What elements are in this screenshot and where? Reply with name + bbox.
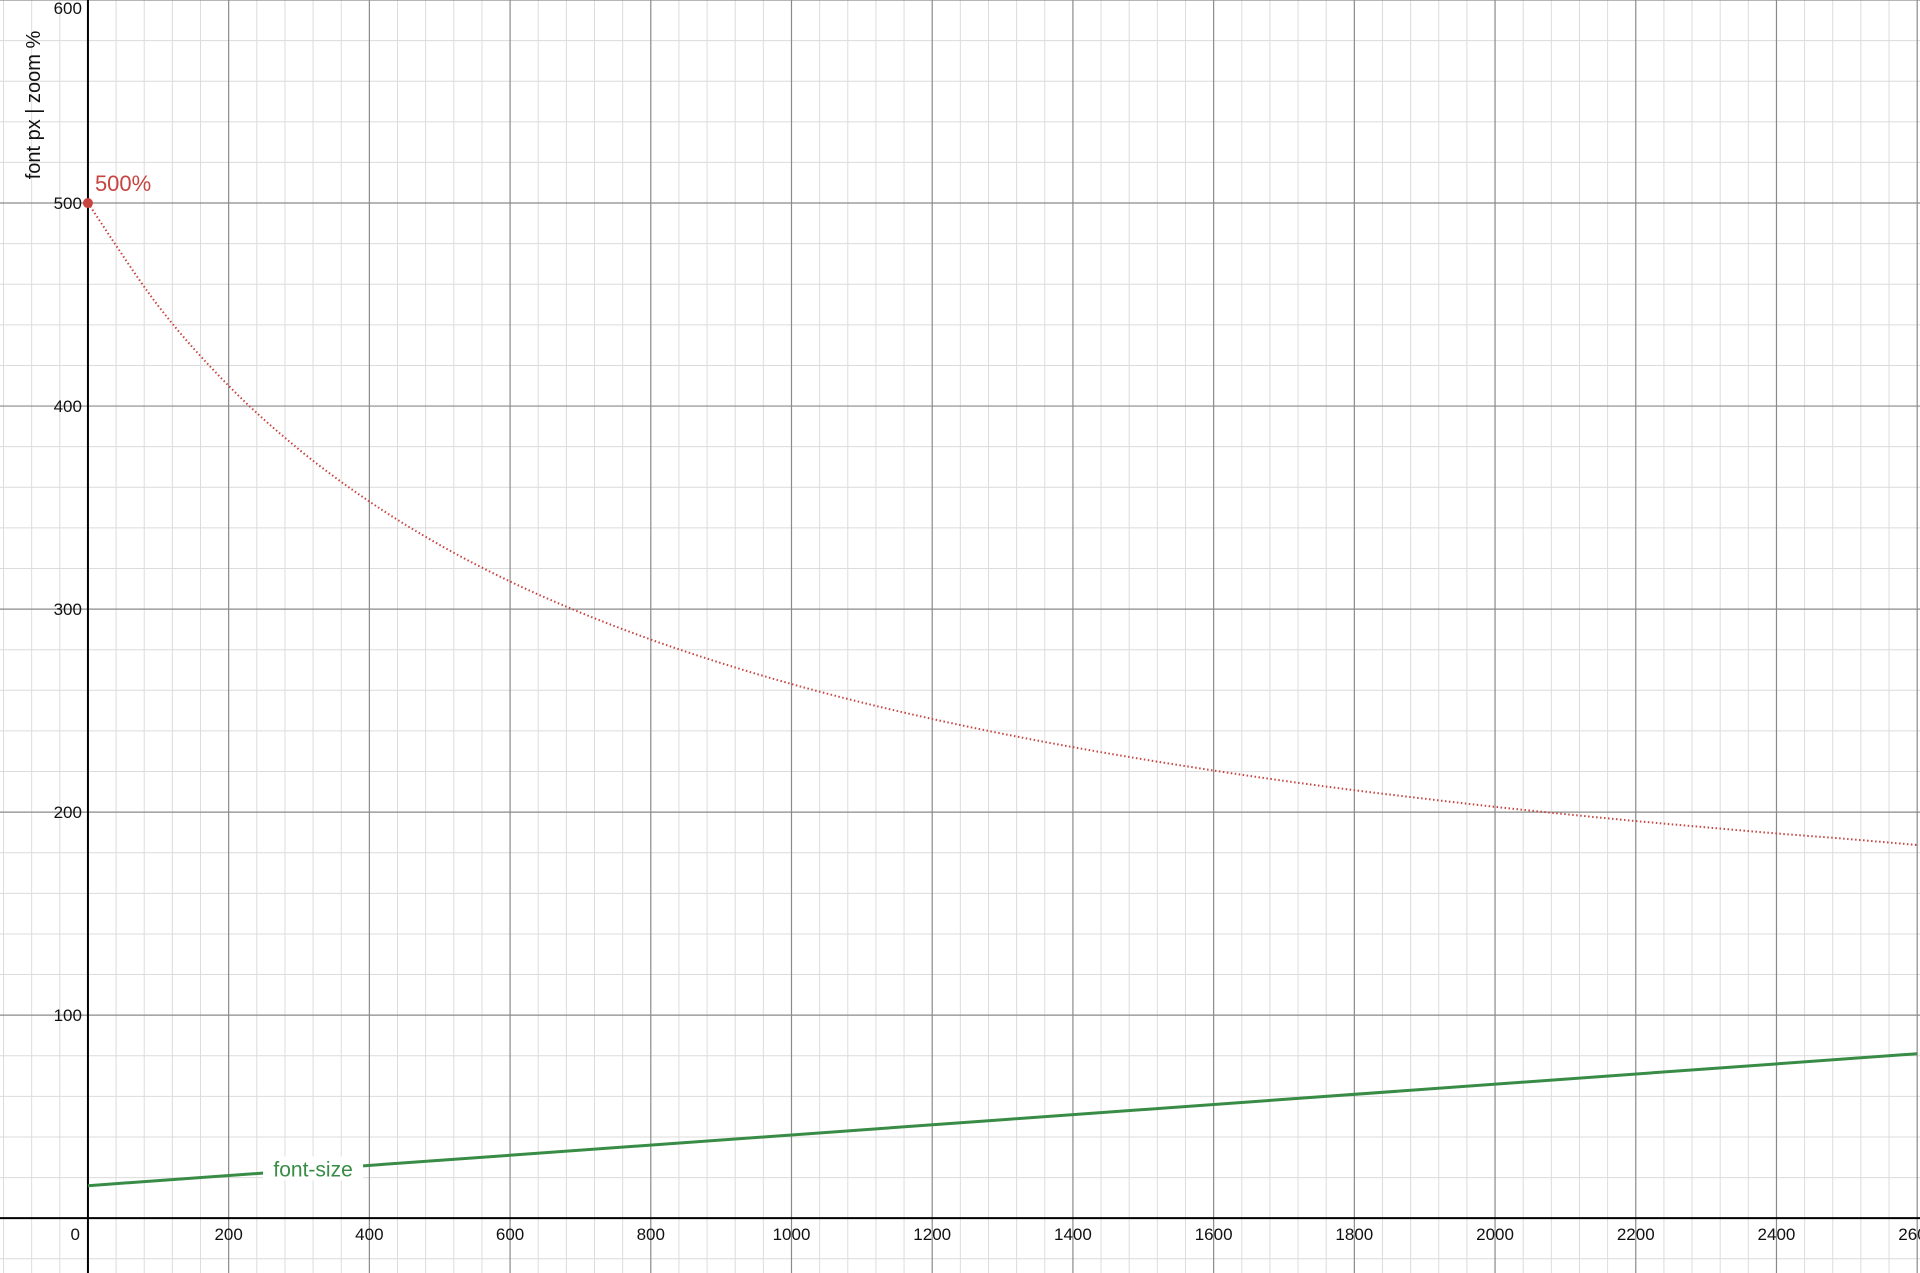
- y-tick-label: 200: [54, 803, 82, 822]
- x-tick-label: 2000: [1476, 1225, 1514, 1244]
- y-tick-label: 100: [54, 1006, 82, 1025]
- x-tick-label: 600: [496, 1225, 524, 1244]
- series-label: font-size: [273, 1158, 352, 1181]
- point-label: 500%: [95, 171, 151, 196]
- y-axis-label: font px | zoom %: [23, 30, 45, 179]
- x-tick-label: 1200: [913, 1225, 951, 1244]
- x-tick-label: 800: [637, 1225, 665, 1244]
- y-tick-label: 500: [54, 194, 82, 213]
- x-tick-label: 2200: [1617, 1225, 1655, 1244]
- x-tick-label: 2400: [1758, 1225, 1796, 1244]
- x-tick-label: 1400: [1054, 1225, 1092, 1244]
- annotations: 500% font-size: [82, 171, 364, 1181]
- x-tick-label: 1000: [773, 1225, 811, 1244]
- x-tick-label: 1600: [1195, 1225, 1233, 1244]
- point-marker: [82, 198, 93, 209]
- series-zoom-curve: [87, 202, 1918, 847]
- y-tick-label: 300: [54, 600, 82, 619]
- x-tick-label: 2600: [1898, 1225, 1920, 1244]
- y-tick-label: 400: [54, 397, 82, 416]
- x-tick-label: 400: [355, 1225, 383, 1244]
- tick-labels: 0 200 400 600 800 1000 1200 1400 1600 1800 2000 220…: [54, 0, 1920, 1244]
- label-background: [263, 1156, 364, 1181]
- x-tick-label: 200: [214, 1225, 242, 1244]
- y-tick-label: 600: [54, 0, 82, 18]
- series: [87, 202, 1918, 1188]
- x-tick-label: 0: [70, 1225, 79, 1244]
- x-tick-label: 1800: [1335, 1225, 1373, 1244]
